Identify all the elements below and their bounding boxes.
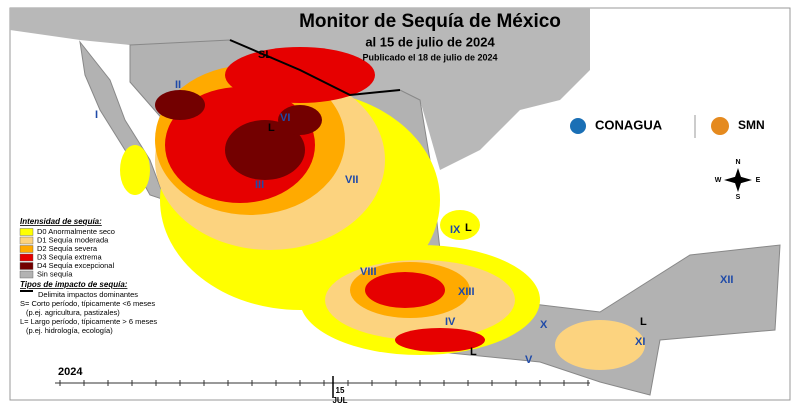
region-label: XI (635, 336, 645, 348)
region-label: XII (720, 274, 733, 286)
timeline-month: JUL (332, 396, 347, 405)
region-label: VII (345, 174, 358, 186)
legend-label: D0 Anormalmente seco (37, 227, 115, 236)
legend-label: Sin sequía (37, 269, 73, 278)
title: Monitor de Sequía de México (299, 11, 561, 32)
subtitle: al 15 de julio de 2024 (365, 34, 495, 49)
impact-label: SL (258, 49, 272, 61)
impact-line-symbol (20, 290, 33, 292)
impacts-title: Tipos de impacto de sequía: (20, 280, 128, 289)
legend-swatch (19, 253, 34, 262)
legend-swatch (19, 228, 34, 236)
compass (724, 168, 752, 192)
legend-swatch (19, 245, 34, 253)
legend-label: D4 Sequía excepcional (37, 261, 114, 270)
timeline-day: 15 (336, 386, 345, 395)
impact-text: (p.ej. hidrología, ecología) (26, 326, 113, 335)
impact-text: Delimita impactos dominantes (38, 290, 138, 299)
legend-title: Intensidad de sequía: (20, 217, 102, 226)
region-label: III (255, 179, 264, 191)
compass-letter: W (715, 177, 722, 184)
legend-swatch (19, 262, 34, 270)
compass-letter: N (735, 159, 740, 166)
logo-smn: SMN (738, 118, 765, 132)
impact-text: (p.ej. agricultura, pastizales) (26, 308, 120, 317)
impact-label: L (268, 122, 275, 134)
drought-areas (120, 47, 645, 370)
legend-swatch (19, 236, 34, 245)
region-label: V (525, 354, 533, 366)
impact-label: L (470, 346, 477, 358)
logos (570, 115, 729, 138)
impact-label: L (640, 316, 647, 328)
timeline-year: 2024 (58, 366, 83, 378)
legend-swatch (19, 270, 34, 279)
region-label: XIII (458, 286, 475, 298)
region-label: II (175, 79, 181, 91)
region-label: IV (445, 316, 456, 328)
legend-label: D1 Sequía moderada (37, 235, 109, 244)
region-label: IX (450, 224, 461, 236)
impact-text: S= Corto período, típicamente <6 meses (20, 299, 155, 308)
impact-label: L (465, 222, 472, 234)
region-label: VI (280, 112, 290, 124)
compass-letter: E (756, 177, 761, 184)
impact-boundary (229, 39, 401, 97)
region-label: I (95, 109, 98, 121)
usa (10, 8, 590, 170)
legend-label: D2 Sequía severa (37, 244, 98, 253)
impact-text: L= Largo período, típicamente > 6 meses (20, 317, 157, 326)
region-label: VIII (360, 266, 377, 278)
compass-letter: S (736, 194, 741, 201)
logo-conagua: CONAGUA (595, 117, 663, 132)
legend-label: D3 Sequía extrema (37, 252, 102, 261)
region-label: X (540, 319, 548, 331)
published: Publicado el 18 de julio de 2024 (362, 52, 497, 62)
